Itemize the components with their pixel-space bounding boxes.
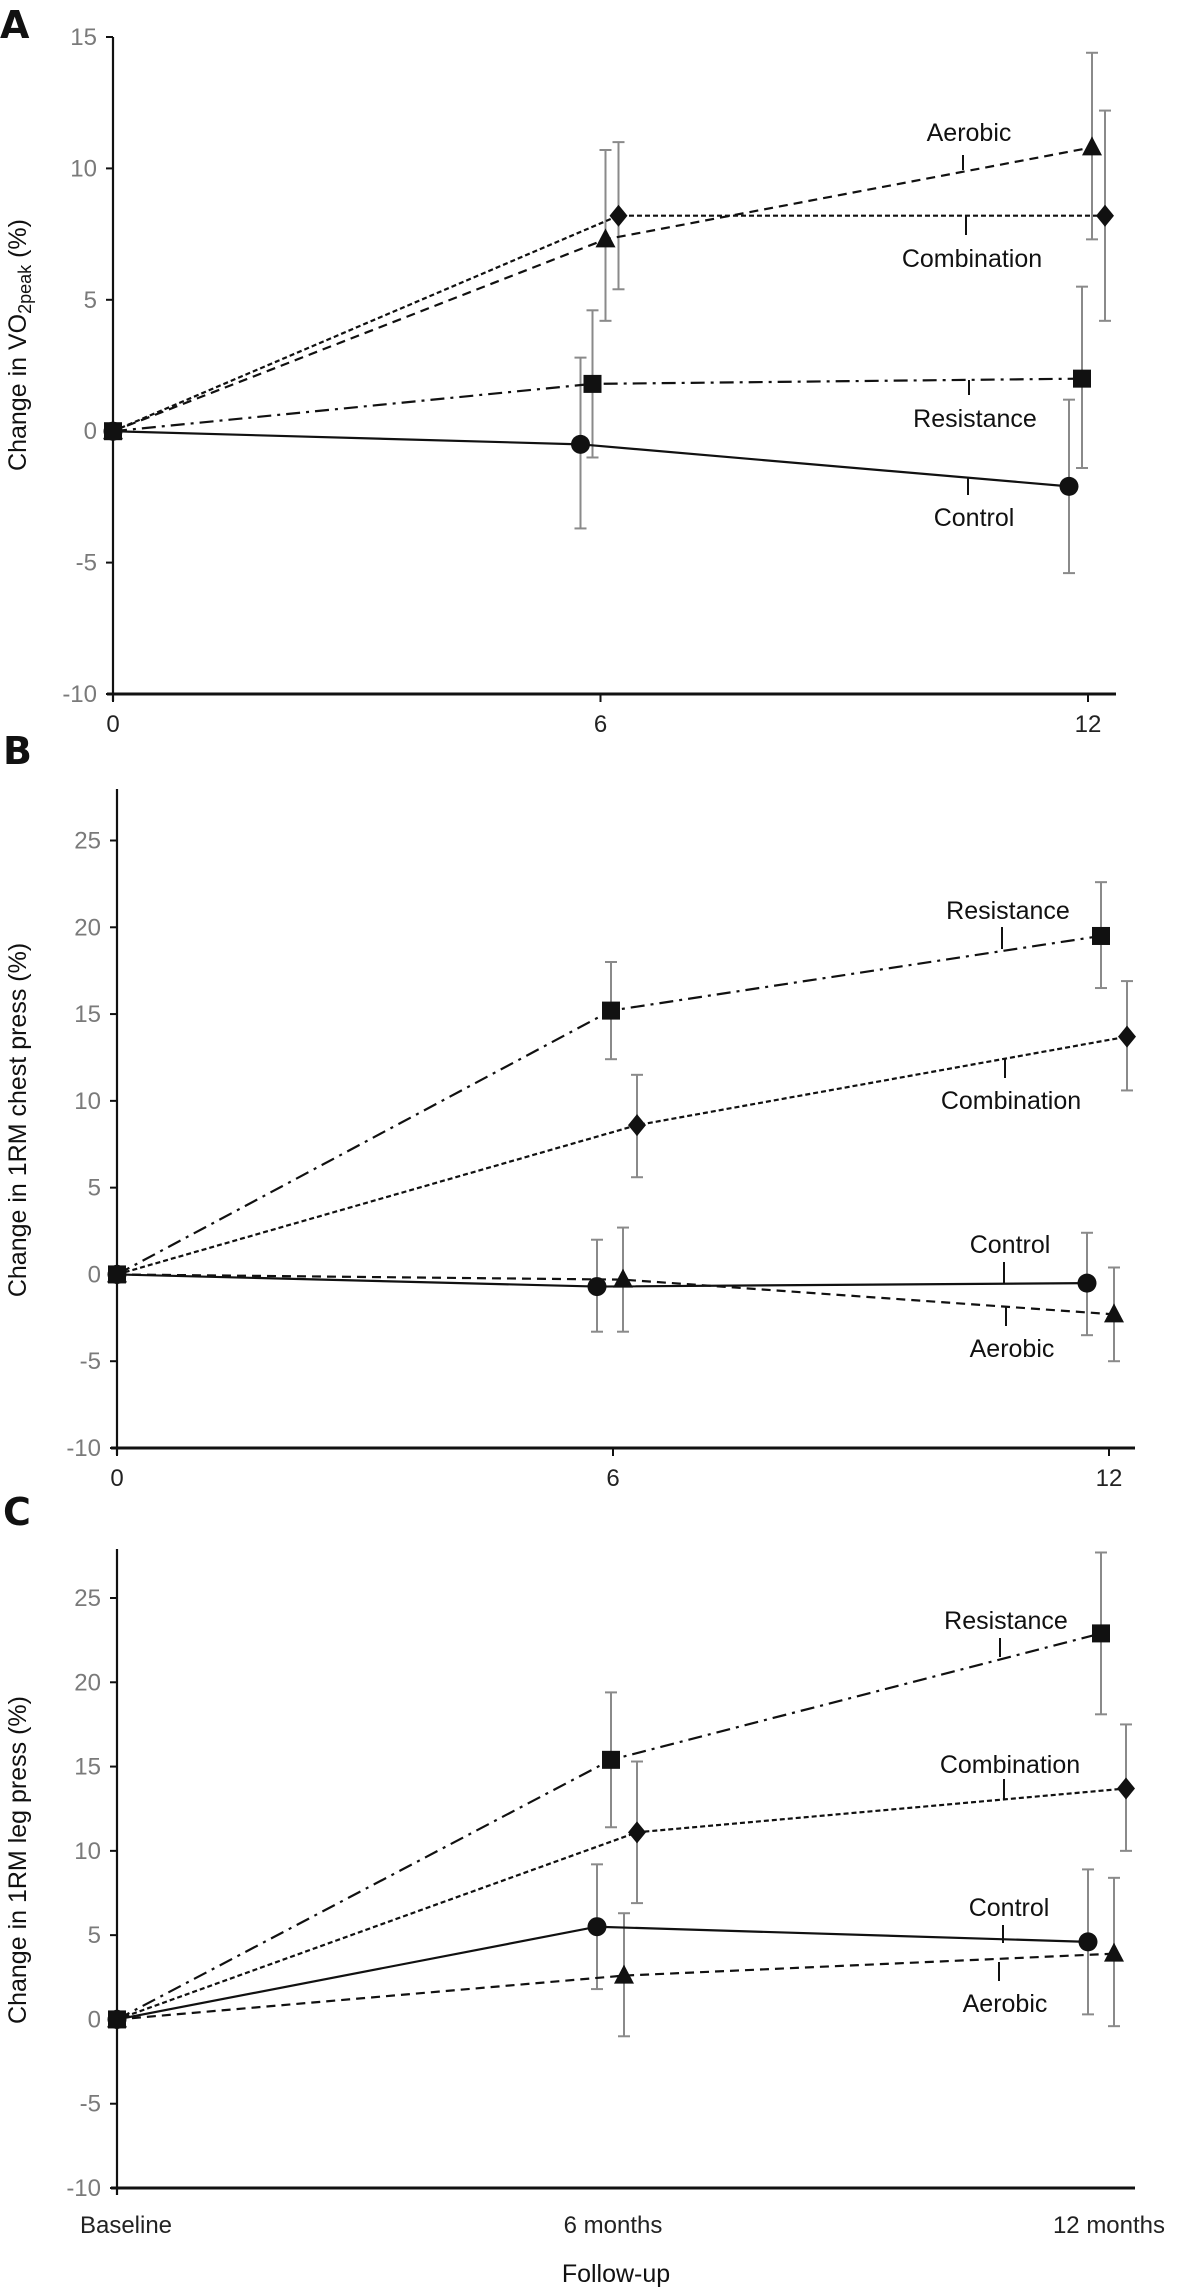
- plot-layer: -10 -5 0 5 10 15 0 6 12 Control Resistance Aerobic C…: [62, 24, 1165, 2239]
- panel-c-aerobic-marker: [1104, 1942, 1124, 1962]
- panel-b-y-tick-label: 10: [74, 1088, 101, 1115]
- panel-a-resistance-label: Resistance: [913, 405, 1037, 433]
- panel-c-x-tick-label: 12 months: [1053, 2212, 1165, 2239]
- panel-b-control-marker: [587, 1277, 607, 1297]
- panel-b-y-tick-label: 15: [74, 1001, 101, 1028]
- panel-a-aerobic-marker: [595, 228, 616, 248]
- panel-c-combination-label: Combination: [940, 1751, 1080, 1779]
- panel-c-aerobic-marker: [614, 1964, 634, 1984]
- panel-a-control-marker: [571, 434, 590, 454]
- panel-c-x-tick-label: Baseline: [80, 2212, 172, 2239]
- panel-a-y-title-sub: 2peak: [15, 264, 35, 314]
- panel-c-control-label: Control: [969, 1894, 1050, 1922]
- panel-c-y-tick-label: -5: [80, 2091, 101, 2118]
- panel-c-y-tick-label: 5: [88, 1922, 101, 1949]
- panel-a-control-label: Control: [934, 504, 1015, 532]
- panel-c-control-marker: [587, 1917, 607, 1937]
- panel-b-x-tick-label: 6: [606, 1465, 619, 1492]
- panel-c-combination-marker: [1117, 1777, 1135, 1800]
- panel-b-control-label: Control: [970, 1231, 1051, 1259]
- panel-b-y-tick-label: 5: [88, 1175, 101, 1202]
- panel-c: -10 -5 0 5 10 15 20 25 Baseline 6 months 12 months…: [66, 1549, 1165, 2239]
- panel-b-aerobic-marker: [613, 1268, 633, 1288]
- panel-b-y-axis-title: Change in 1RM chest press (%): [4, 943, 32, 1297]
- panel-a-control-marker: [1059, 476, 1079, 496]
- panel-b-x-tick-label: 0: [110, 1465, 123, 1492]
- panel-a-y-axis-title: Change in VO2peak (%): [4, 219, 35, 471]
- panel-a-control-baseline-marker: [103, 421, 123, 441]
- panel-a-combination-marker: [609, 204, 628, 227]
- panel-b-y-tick-label: -10: [66, 1435, 101, 1462]
- panel-a-combination-marker: [1096, 204, 1114, 227]
- panel-c-y-tick-label: 25: [74, 1585, 101, 1612]
- panel-a-aerobic-marker: [1082, 136, 1102, 156]
- panel-b-y-tick-label: 25: [74, 828, 101, 855]
- panel-letter-b: B: [3, 729, 32, 773]
- panel-letter-a: A: [0, 3, 30, 47]
- panel-b-aerobic-label: Aerobic: [970, 1335, 1055, 1363]
- panel-a-y-title-tail: (%): [4, 219, 32, 265]
- panel-b-combination-line: [116, 1035, 1128, 1276]
- panel-a-y-tick-label: -10: [62, 681, 97, 708]
- panel-c-resistance-marker: [1092, 1624, 1110, 1643]
- panel-c-control-marker: [1078, 1932, 1098, 1952]
- panel-c-resistance-label: Resistance: [944, 1607, 1068, 1635]
- panel-b-x-tick-label: 12: [1096, 1465, 1123, 1492]
- panel-c-combination-marker: [628, 1821, 646, 1844]
- panel-a-x-tick-label: 12: [1075, 711, 1102, 738]
- panel-a-combination-line: [112, 214, 1105, 433]
- panel-b-y-tick-label: 20: [74, 914, 101, 941]
- panel-a-y-tick-label: 15: [70, 24, 97, 51]
- panel-a-y-tick-label: -5: [76, 550, 97, 577]
- panel-a-resistance-marker: [583, 374, 602, 393]
- panel-a-control-line: [112, 430, 1070, 488]
- panel-a-aerobic-line: [112, 146, 1093, 433]
- panel-c-control-line: [116, 1925, 1089, 2021]
- panel-b-control-marker: [1077, 1273, 1097, 1293]
- panel-a-combination-label: Combination: [902, 245, 1042, 273]
- panel-b-aerobic-line: [116, 1273, 1115, 1316]
- panel-b: -10 -5 0 5 10 15 20 25 0 6 12 Control Resistance Aero…: [66, 789, 1136, 1492]
- panel-b-combination-marker: [628, 1114, 646, 1137]
- panel-a-x-tick-label: 6: [594, 711, 607, 738]
- panel-b-resistance-marker: [1092, 926, 1110, 945]
- panel-letter-c: C: [3, 1490, 31, 1534]
- panel-c-y-tick-label: 20: [74, 1669, 101, 1696]
- panel-c-aerobic-line: [116, 1952, 1115, 2021]
- panel-a-aerobic-label: Aerobic: [927, 119, 1012, 147]
- panel-c-aerobic-label: Aerobic: [963, 1990, 1048, 2018]
- panel-c-x-axis-title: Follow-up: [562, 2260, 670, 2288]
- panel-c-y-tick-label: 0: [88, 2006, 101, 2033]
- panel-b-y-tick-label: -5: [80, 1348, 101, 1375]
- panel-a-y-tick-label: 0: [84, 418, 97, 445]
- panel-a: -10 -5 0 5 10 15 0 6 12 Control Resistance Aerobic C…: [62, 24, 1116, 738]
- panel-c-resistance-marker: [602, 1750, 620, 1769]
- panel-a-y-tick-label: 10: [70, 155, 97, 182]
- panel-b-combination-marker: [1118, 1025, 1136, 1048]
- panel-a-x-tick-label: 0: [106, 711, 119, 738]
- panel-a-resistance-marker: [1073, 369, 1091, 388]
- panel-b-resistance-label: Resistance: [946, 897, 1070, 925]
- panel-b-resistance-baseline-marker: [108, 1265, 126, 1284]
- panel-c-y-axis-title: Change in 1RM leg press (%): [4, 1696, 32, 2024]
- panel-a-y-title-main: Change in VO: [4, 314, 32, 471]
- panel-b-y-tick-label: 0: [88, 1261, 101, 1288]
- panel-c-resistance-baseline-marker: [108, 2010, 126, 2029]
- panel-c-x-tick-label: 6 months: [564, 2212, 663, 2239]
- panel-c-y-tick-label: -10: [66, 2175, 101, 2202]
- panel-a-y-tick-label: 5: [84, 287, 97, 314]
- panel-c-y-tick-label: 10: [74, 1838, 101, 1865]
- panel-c-y-tick-label: 15: [74, 1754, 101, 1781]
- panel-b-resistance-marker: [602, 1001, 620, 1020]
- panel-b-aerobic-marker: [1104, 1303, 1124, 1323]
- panel-b-combination-label: Combination: [941, 1087, 1081, 1115]
